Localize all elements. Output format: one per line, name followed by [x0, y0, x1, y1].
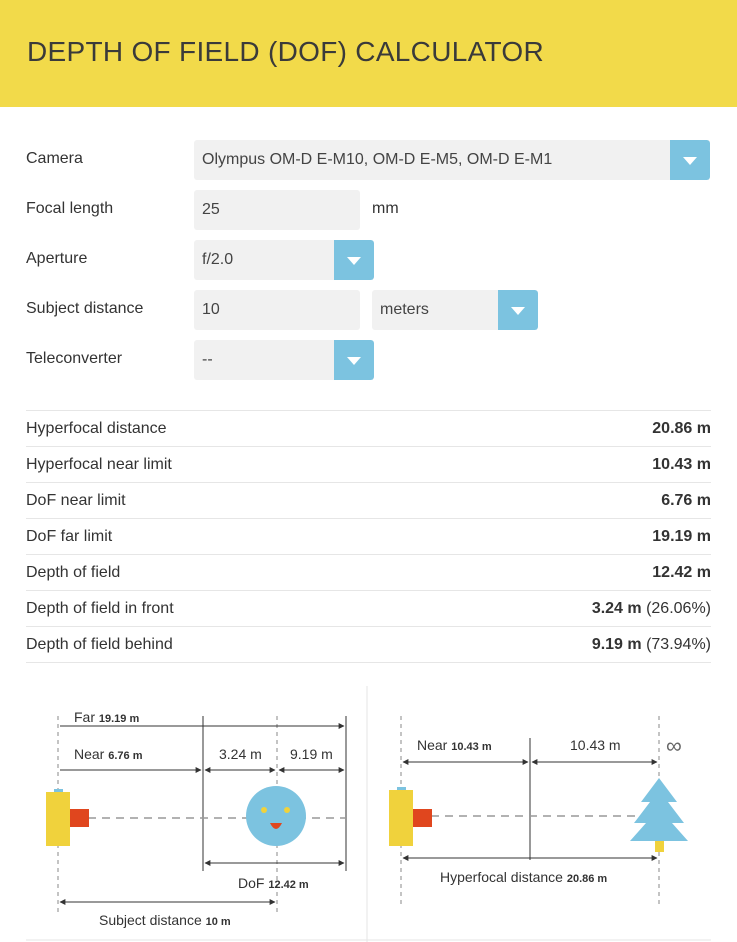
result-label: Hyperfocal distance — [26, 420, 167, 437]
hyperfocal-near-label: Near 10.43 m — [417, 737, 492, 753]
front-value: 3.24 m — [219, 746, 262, 762]
dof-diagrams: Far 19.19 m Near 6.76 m 3.24 m 9.19 m Do… — [26, 686, 711, 942]
focal-length-input[interactable]: 25 — [194, 190, 360, 230]
result-value: 6.76 m — [661, 492, 711, 509]
subject-distance-diagram-label: Subject distance 10 m — [99, 912, 231, 928]
focal-length-value: 25 — [202, 201, 220, 218]
near-label: Near 6.76 m — [74, 746, 143, 762]
lens-icon — [413, 809, 432, 827]
result-value: 10.43 m — [652, 456, 711, 473]
tree-icon — [630, 778, 688, 852]
camera-select[interactable]: Olympus OM-D E-M10, OM-D E-M5, OM-D E-M1 — [194, 140, 710, 180]
hyperfocal-mid-value: 10.43 m — [570, 737, 621, 753]
page-header: DEPTH OF FIELD (DOF) CALCULATOR — [0, 0, 737, 107]
behind-value: 9.19 m — [290, 746, 333, 762]
subject-distance-value: 10 — [202, 301, 220, 318]
result-row: Depth of field in front 3.24 m (26.06%) — [26, 591, 711, 627]
dof-label: DoF 12.42 m — [238, 875, 309, 891]
chevron-down-icon[interactable] — [498, 290, 538, 330]
diagram-canvas: Far 19.19 m Near 6.76 m 3.24 m 9.19 m Do… — [26, 686, 711, 942]
infinity-icon: ∞ — [666, 733, 682, 758]
aperture-select[interactable]: f/2.0 — [194, 240, 374, 280]
far-label: Far 19.19 m — [74, 709, 139, 725]
dof-diagram: Far 19.19 m Near 6.76 m 3.24 m 9.19 m Do… — [46, 709, 347, 928]
result-row: DoF far limit 19.19 m — [26, 519, 711, 555]
hyperfocal-diagram: Near 10.43 m 10.43 m ∞ Hyperfocal distan… — [389, 716, 688, 906]
camera-button-icon — [397, 787, 406, 791]
lens-icon — [70, 809, 89, 827]
result-value: 3.24 m (26.06%) — [591, 600, 711, 617]
chevron-down-icon[interactable] — [670, 140, 710, 180]
result-label: Hyperfocal near limit — [26, 456, 172, 473]
chevron-down-icon[interactable] — [334, 240, 374, 280]
result-label: Depth of field behind — [26, 636, 173, 653]
aperture-label: Aperture — [26, 250, 88, 267]
result-value: 19.19 m — [652, 528, 711, 545]
camera-icon — [389, 790, 413, 846]
result-label: DoF near limit — [26, 492, 126, 509]
result-row: Hyperfocal distance 20.86 m — [26, 411, 711, 447]
result-value: 12.42 m — [652, 564, 711, 581]
result-label: Depth of field in front — [26, 600, 174, 617]
camera-icon — [46, 792, 70, 846]
result-row: Hyperfocal near limit 10.43 m — [26, 447, 711, 483]
result-label: Depth of field — [26, 564, 121, 581]
camera-label: Camera — [26, 150, 83, 167]
result-row: Depth of field behind 9.19 m (73.94%) — [26, 627, 711, 663]
subject-distance-input[interactable]: 10 — [194, 290, 360, 330]
result-value: 9.19 m (73.94%) — [591, 636, 711, 653]
teleconverter-select[interactable]: -- — [194, 340, 374, 380]
face-icon — [246, 786, 306, 846]
subject-distance-label: Subject distance — [26, 300, 144, 317]
aperture-select-value: f/2.0 — [202, 251, 234, 268]
camera-button-icon — [54, 789, 63, 793]
page-title: DEPTH OF FIELD (DOF) CALCULATOR — [27, 36, 544, 67]
teleconverter-label: Teleconverter — [26, 350, 123, 367]
focal-length-unit: mm — [372, 200, 399, 217]
result-value: 20.86 m — [652, 420, 711, 437]
result-row: Depth of field 12.42 m — [26, 555, 711, 591]
distance-unit-value: meters — [380, 301, 429, 318]
results-table: Hyperfocal distance 20.86 m Hyperfocal n… — [26, 410, 711, 663]
chevron-down-icon[interactable] — [334, 340, 374, 380]
focal-length-label: Focal length — [26, 200, 114, 217]
hyperfocal-distance-diagram-label: Hyperfocal distance 20.86 m — [440, 869, 607, 885]
result-row: DoF near limit 6.76 m — [26, 483, 711, 519]
camera-select-value: Olympus OM-D E-M10, OM-D E-M5, OM-D E-M1 — [202, 151, 553, 168]
result-label: DoF far limit — [26, 528, 113, 545]
teleconverter-select-value: -- — [202, 351, 213, 368]
distance-unit-select[interactable]: meters — [372, 290, 538, 330]
